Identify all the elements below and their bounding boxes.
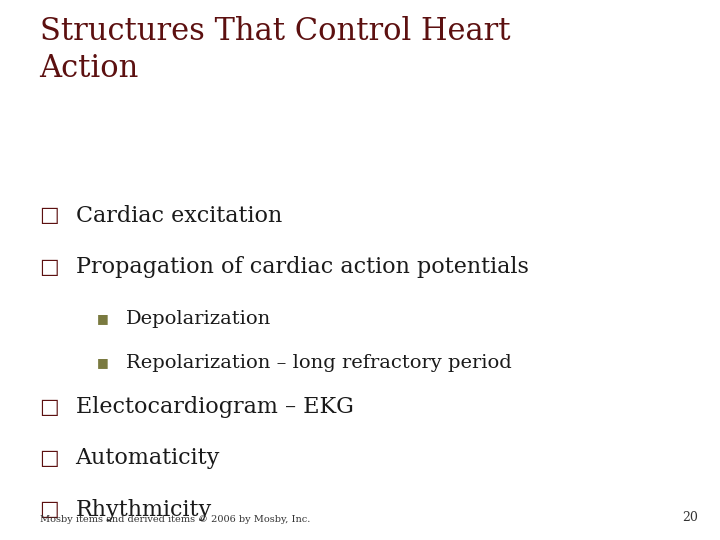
Text: Structures That Control Heart
Action: Structures That Control Heart Action [40, 16, 510, 84]
Text: □: □ [40, 449, 59, 468]
Text: Electocardiogram – EKG: Electocardiogram – EKG [76, 396, 354, 418]
Text: ■: ■ [97, 312, 109, 325]
Text: 20: 20 [683, 511, 698, 524]
Text: Automaticity: Automaticity [76, 448, 220, 469]
Text: Propagation of cardiac action potentials: Propagation of cardiac action potentials [76, 256, 528, 278]
Text: □: □ [40, 206, 59, 226]
Text: Mosby items and derived items © 2006 by Mosby, Inc.: Mosby items and derived items © 2006 by … [40, 515, 310, 524]
Text: □: □ [40, 258, 59, 277]
Text: Repolarization – long refractory period: Repolarization – long refractory period [126, 354, 512, 372]
Text: ■: ■ [97, 356, 109, 369]
Text: Depolarization: Depolarization [126, 309, 271, 328]
Text: Cardiac excitation: Cardiac excitation [76, 205, 282, 227]
Text: □: □ [40, 397, 59, 417]
Text: Rhythmicity: Rhythmicity [76, 499, 212, 521]
Text: □: □ [40, 500, 59, 519]
